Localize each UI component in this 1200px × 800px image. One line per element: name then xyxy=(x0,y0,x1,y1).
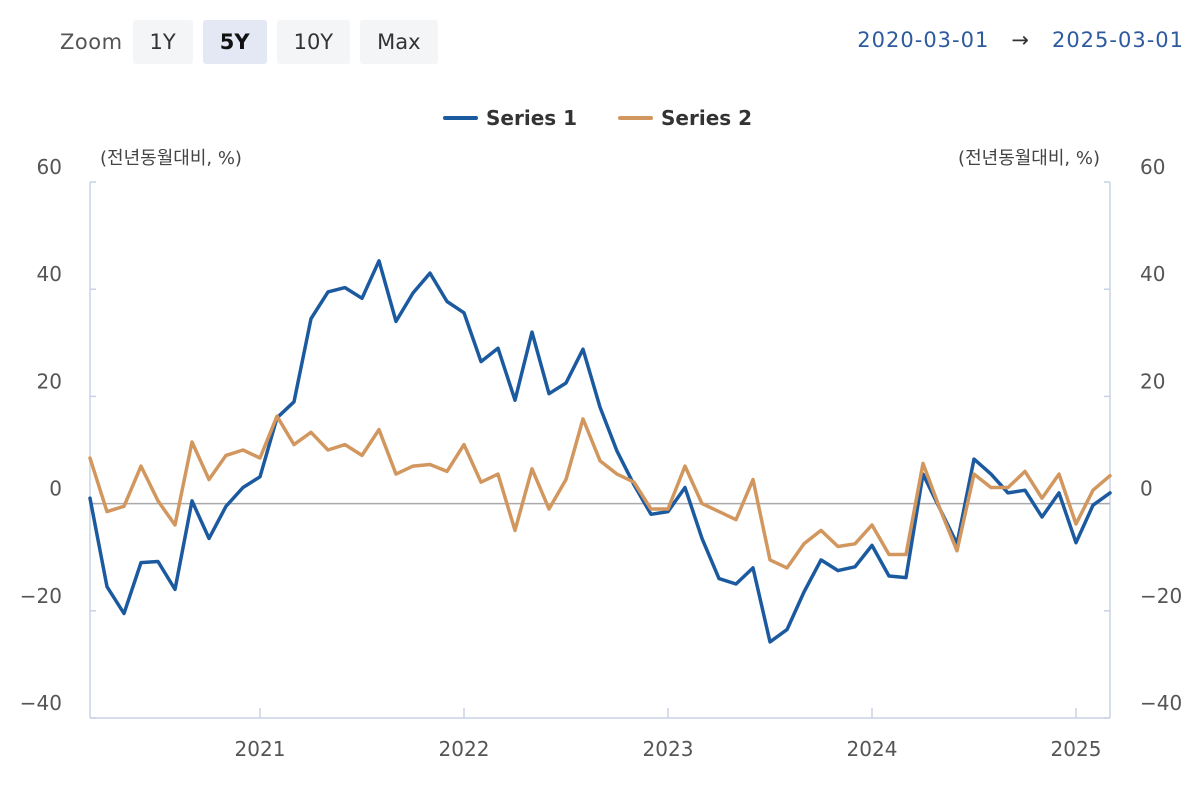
y-tick-label-left: −40 xyxy=(20,691,62,715)
y-tick-label-left: −20 xyxy=(20,584,62,608)
y-tick-label-left: 40 xyxy=(37,262,62,286)
range-start-date[interactable]: 2020-03-01 xyxy=(857,28,990,52)
y-tick-label-left: 60 xyxy=(37,155,62,179)
zoom-1y-button[interactable]: 1Y xyxy=(132,20,193,64)
range-end-date[interactable]: 2025-03-01 xyxy=(1051,28,1184,52)
y-tick-label-right: 20 xyxy=(1140,369,1165,393)
y-tick-label-left: 20 xyxy=(37,369,62,393)
y-tick-label-right: −20 xyxy=(1140,584,1182,608)
legend-label-series-1[interactable]: Series 1 xyxy=(486,106,577,130)
y-tick-label-right: 0 xyxy=(1140,477,1153,501)
y-tick-label-right: 60 xyxy=(1140,155,1165,179)
x-tick-label: 2025 xyxy=(1051,737,1102,761)
zoom-max-button[interactable]: Max xyxy=(360,20,438,64)
legend-label-series-2[interactable]: Series 2 xyxy=(661,106,752,130)
date-range: 2020-03-01 → 2025-03-01 xyxy=(857,28,1184,52)
zoom-5y-button[interactable]: 5Y xyxy=(202,20,267,64)
right-axis-unit: (전년동월대비, %) xyxy=(958,148,1100,169)
zoom-10y-button[interactable]: 10Y xyxy=(276,20,351,64)
zoom-label: Zoom xyxy=(60,30,123,54)
x-tick-label: 2024 xyxy=(847,737,898,761)
plot-lines xyxy=(88,259,1112,644)
series-2-line xyxy=(88,414,1112,570)
zoom-toolbar: Zoom 1Y 5Y 10Y Max xyxy=(60,20,448,64)
y-tick-label-right: −40 xyxy=(1140,691,1182,715)
y-tick-label-right: 40 xyxy=(1140,262,1165,286)
range-arrow-icon: → xyxy=(1011,28,1030,52)
y-tick-label-left: 0 xyxy=(49,477,62,501)
x-tick-label: 2022 xyxy=(439,737,490,761)
x-tick-label: 2023 xyxy=(643,737,694,761)
legend: Series 1 Series 2 xyxy=(443,106,752,130)
x-tick-label: 2021 xyxy=(235,737,286,761)
axes: −40 −40 −20 −20 0 0 20 20 40 40 60 60 2021 2022 2023 20… xyxy=(20,155,1182,761)
left-axis-unit: (전년동월대비, %) xyxy=(100,148,242,169)
